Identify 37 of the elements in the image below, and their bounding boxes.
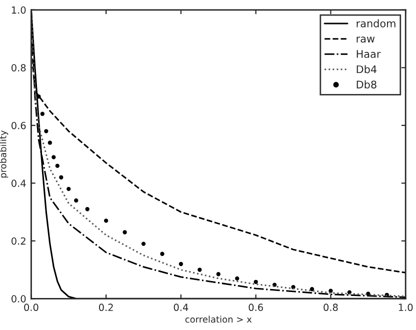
point [104, 218, 108, 223]
y-tick-label: 0.6 [12, 122, 26, 130]
point [216, 272, 220, 276]
point [178, 262, 184, 266]
legend-label: raw [356, 36, 375, 43]
point [66, 186, 71, 192]
y-tick-label: 1.0 [12, 6, 26, 14]
y-tick-label: 0.8 [12, 64, 26, 72]
point [310, 287, 314, 292]
x-tick-label: 1.0 [398, 304, 413, 312]
point [198, 268, 202, 272]
point [52, 155, 56, 160]
legend-label: random [356, 19, 396, 28]
x-tick-label: 0.2 [98, 304, 113, 312]
x-tick-label: 0.0 [24, 304, 38, 312]
y-tick-label: 0.2 [12, 237, 26, 245]
point [141, 242, 146, 246]
point [74, 198, 78, 203]
y-tick-label: 0.0 [12, 295, 26, 302]
legend-label: Db4 [356, 65, 376, 74]
point [55, 164, 60, 168]
x-tick-label: 0.6 [248, 304, 263, 312]
y-tick-label: 0.4 [12, 180, 26, 187]
point [40, 112, 45, 116]
x-tick-label: 0.8 [324, 304, 338, 312]
x-axis-title: correlation > x [185, 316, 252, 323]
point [44, 129, 48, 134]
point [59, 175, 64, 180]
legend-label: Haar [356, 50, 381, 58]
legend-label: Db8 [356, 80, 376, 88]
point [85, 207, 90, 212]
x-tick-label: 0.4 [174, 304, 188, 312]
point [160, 252, 164, 256]
point [235, 276, 240, 281]
point [122, 230, 127, 234]
point [254, 280, 258, 284]
point [48, 140, 52, 145]
